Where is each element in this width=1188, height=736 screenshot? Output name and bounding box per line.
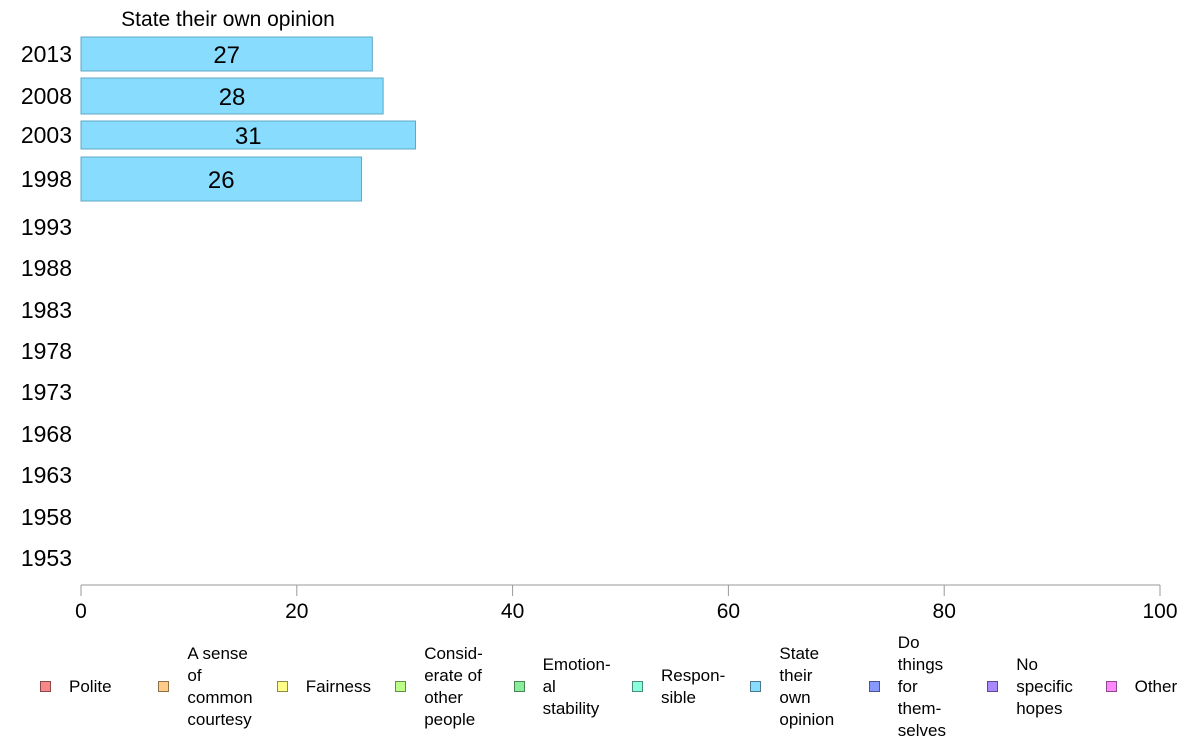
legend-item: Fairness	[237, 636, 371, 736]
data-label-1998: 26	[208, 167, 235, 194]
bar-2013	[80, 36, 373, 72]
legend-label: Respon- sible	[661, 666, 726, 707]
legend-label: Fairness	[305, 677, 371, 696]
legend-item: Do things for them- selves	[829, 636, 947, 736]
legend-swatch	[395, 681, 407, 692]
category-label-1958: 1958	[21, 504, 72, 530]
category-label-2008: 2008	[21, 83, 72, 109]
category-label-1993: 1993	[21, 214, 72, 240]
legend-swatch	[750, 681, 762, 692]
x-axis: 0 20 40 60 80 100	[75, 584, 1178, 623]
data-label-2013: 27	[213, 42, 240, 69]
legend-swatch	[868, 681, 880, 692]
bar-2008	[80, 77, 384, 115]
legend: Polite A sense of common courtesy Fairness…	[0, 636, 1188, 736]
data-label-2008: 28	[219, 84, 246, 111]
bar-1998	[80, 156, 363, 202]
legend-item: Respon- sible	[592, 636, 725, 736]
legend-item: No specific hopes	[947, 636, 1073, 736]
legend-item: State their own opinion	[710, 636, 834, 736]
legend-label: Emotion- al stability	[542, 655, 611, 718]
legend-swatch	[987, 681, 999, 692]
legend-label: State their own opinion	[779, 644, 835, 729]
x-tick-label: 40	[501, 600, 524, 623]
x-tick-label: 100	[1142, 600, 1177, 623]
legend-swatch	[1105, 681, 1117, 692]
legend-item: Emotion- al stability	[474, 636, 611, 736]
legend-item: Other	[1066, 636, 1184, 736]
legend-label: No specific hopes	[1016, 655, 1073, 718]
legend-item: A sense of common courtesy	[118, 636, 253, 736]
legend-label: Do things for them- selves	[897, 636, 946, 736]
legend-swatch	[632, 681, 643, 692]
x-tick-label: 60	[717, 600, 740, 623]
legend-label: Other	[1134, 677, 1178, 696]
legend-item: Polite	[0, 636, 118, 736]
legend-label: Polite	[69, 677, 112, 696]
bar-2003	[80, 120, 416, 150]
category-label-1963: 1963	[21, 462, 72, 488]
category-label-1973: 1973	[21, 379, 72, 405]
legend-swatch	[40, 681, 51, 692]
chart-title: State their own opinion	[121, 8, 335, 31]
category-label-2013: 2013	[21, 41, 72, 67]
x-tick-label: 20	[285, 600, 308, 623]
data-label-2003: 31	[235, 123, 262, 150]
category-label-1978: 1978	[21, 338, 72, 364]
legend-item: Consid- erate of other people	[355, 636, 483, 736]
legend-label: Consid- erate of other people	[424, 644, 483, 729]
legend-swatch	[158, 681, 170, 692]
legend-swatch	[276, 681, 288, 692]
category-label-1953: 1953	[21, 545, 72, 571]
category-label-1988: 1988	[21, 255, 72, 281]
category-labels: 2013 2008 2003 1998 1993 1988 1983 1978 1973 1968…	[21, 41, 72, 571]
category-label-2003: 2003	[21, 122, 72, 148]
category-label-1998: 1998	[21, 166, 72, 192]
category-label-1983: 1983	[21, 297, 72, 323]
x-tick-label: 80	[933, 600, 956, 623]
x-tick-label: 0	[75, 600, 87, 623]
category-label-1968: 1968	[21, 421, 72, 447]
legend-swatch	[513, 681, 525, 692]
legend-label: A sense of common courtesy	[187, 644, 253, 729]
